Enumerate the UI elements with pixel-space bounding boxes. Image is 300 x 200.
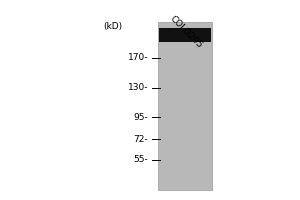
Text: COLO205: COLO205 bbox=[168, 14, 204, 50]
Text: 130-: 130- bbox=[128, 84, 148, 92]
Text: 72-: 72- bbox=[134, 134, 148, 144]
Text: (kD): (kD) bbox=[103, 22, 122, 31]
Bar bbox=[159, 28, 211, 42]
Text: 55-: 55- bbox=[133, 156, 148, 164]
Text: 95-: 95- bbox=[133, 112, 148, 121]
Bar bbox=[158, 22, 212, 190]
Text: 170-: 170- bbox=[128, 53, 148, 62]
